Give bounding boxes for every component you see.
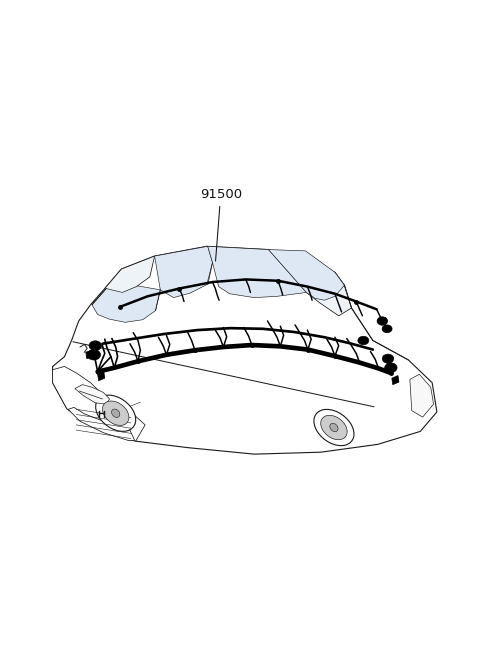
Polygon shape xyxy=(53,366,145,441)
Ellipse shape xyxy=(384,363,397,373)
Ellipse shape xyxy=(321,415,347,440)
Ellipse shape xyxy=(102,401,129,426)
Polygon shape xyxy=(53,246,437,454)
Polygon shape xyxy=(105,256,155,297)
Ellipse shape xyxy=(314,409,354,445)
Ellipse shape xyxy=(111,409,120,417)
Ellipse shape xyxy=(330,423,338,432)
Polygon shape xyxy=(97,371,105,381)
Ellipse shape xyxy=(383,354,394,364)
Polygon shape xyxy=(208,246,306,297)
Polygon shape xyxy=(306,272,351,316)
Ellipse shape xyxy=(358,336,369,345)
Polygon shape xyxy=(68,407,135,441)
Polygon shape xyxy=(392,375,399,384)
Ellipse shape xyxy=(382,325,392,333)
Ellipse shape xyxy=(377,317,387,326)
Polygon shape xyxy=(410,374,433,417)
Polygon shape xyxy=(75,384,109,404)
Ellipse shape xyxy=(96,395,136,432)
Ellipse shape xyxy=(87,350,100,360)
Polygon shape xyxy=(155,246,213,297)
Ellipse shape xyxy=(89,341,101,350)
Text: 91500: 91500 xyxy=(200,188,242,261)
Polygon shape xyxy=(92,286,160,322)
Polygon shape xyxy=(268,250,344,300)
Polygon shape xyxy=(86,350,93,359)
